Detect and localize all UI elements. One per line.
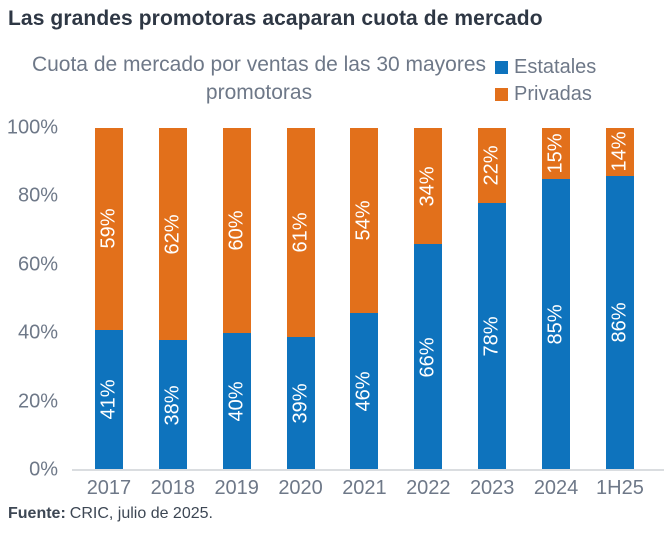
segment-privadas-2020: 61% xyxy=(286,128,315,337)
segment-value-label: 41% xyxy=(97,379,120,420)
y-axis-tick-0pct: 0% xyxy=(29,458,58,481)
segment-estatales-2022: 66% xyxy=(414,244,443,470)
y-axis-labels: 100% 80% 60% 40% 20% 0% xyxy=(0,117,58,481)
legend-item-estatales: Estatales xyxy=(495,54,596,80)
x-axis-label-2019: 2019 xyxy=(214,477,259,500)
segment-estatales-2024: 85% xyxy=(542,179,571,470)
segment-privadas-2021: 54% xyxy=(350,128,379,313)
segment-value-label: 40% xyxy=(225,381,248,422)
x-axis-labels: 2017 2018 2019 2020 2021 2022 2023 2024 1H25 xyxy=(77,477,652,500)
x-axis-line xyxy=(72,469,664,471)
x-axis-label-2020: 2020 xyxy=(278,477,323,500)
x-axis-label-1h25: 1H25 xyxy=(596,477,644,500)
segment-value-label: 22% xyxy=(480,145,503,186)
segment-estatales-2021: 46% xyxy=(350,312,379,470)
segment-value-label: 14% xyxy=(608,131,631,172)
legend-label-estatales: Estatales xyxy=(514,55,597,78)
segment-value-label: 62% xyxy=(161,214,184,255)
legend-swatch-estatales xyxy=(495,60,508,74)
segment-value-label: 60% xyxy=(225,210,248,251)
stacked-bar-2018: 62% 38% xyxy=(158,128,187,470)
legend: Estatales Privadas xyxy=(495,54,596,107)
segment-value-label: 34% xyxy=(416,166,439,207)
segment-value-label: 86% xyxy=(608,302,631,343)
x-axis-label-2024: 2024 xyxy=(534,477,579,500)
segment-estatales-1h25: 86% xyxy=(605,175,634,470)
x-axis-label-text: 2019 xyxy=(214,477,259,499)
segment-privadas-2022: 34% xyxy=(414,128,443,245)
y-axis-tick-100pct: 100% xyxy=(6,116,58,139)
segment-privadas-2024: 15% xyxy=(542,128,571,180)
stacked-bar-2023: 22% 78% xyxy=(478,128,507,470)
segment-value-label: 61% xyxy=(289,212,312,253)
source-label: Fuente: xyxy=(8,505,66,522)
x-axis-label-text: 2022 xyxy=(406,477,451,499)
x-axis-label-2017: 2017 xyxy=(87,477,132,500)
source-note: Fuente: CRIC, julio de 2025. xyxy=(8,505,213,523)
segment-value-label: 39% xyxy=(289,383,312,424)
segment-privadas-1h25: 14% xyxy=(605,128,634,176)
x-axis-label-text: 2017 xyxy=(86,477,132,499)
x-axis-label-text: 2024 xyxy=(533,477,579,499)
x-axis-label-text: 1H25 xyxy=(596,477,644,499)
plot-area: 59% 41% 62% 38% 60% 40% 61% 39% 54% 46% 34% 66% 22% 7… xyxy=(77,128,652,470)
segment-value-label: 15% xyxy=(544,133,567,174)
segment-privadas-2018: 62% xyxy=(158,128,187,341)
x-axis-label-2021: 2021 xyxy=(342,477,387,500)
segment-value-label: 59% xyxy=(97,208,120,249)
segment-estatales-2019: 40% xyxy=(222,333,251,470)
stacked-bar-2020: 61% 39% xyxy=(286,128,315,470)
stacked-bar-2022: 34% 66% xyxy=(414,128,443,470)
segment-value-label: 54% xyxy=(352,200,375,241)
y-axis-tick-40pct: 40% xyxy=(17,321,58,344)
stacked-bar-2024: 15% 85% xyxy=(542,128,571,470)
x-axis-label-2023: 2023 xyxy=(470,477,515,500)
segment-value-label: 78% xyxy=(480,316,503,357)
chart-subtitle: Cuota de mercado por ventas de las 30 ma… xyxy=(31,53,487,104)
legend-item-privadas: Privadas xyxy=(495,81,596,107)
source-text: CRIC, julio de 2025. xyxy=(69,505,213,522)
segment-value-label: 38% xyxy=(161,384,184,426)
stacked-bar-2021: 54% 46% xyxy=(350,128,379,470)
segment-estatales-2017: 41% xyxy=(94,329,123,470)
segment-privadas-2023: 22% xyxy=(478,128,507,204)
legend-label-privadas: Privadas xyxy=(514,82,592,105)
x-axis-label-text: 2018 xyxy=(150,477,196,499)
segment-estatales-2020: 39% xyxy=(286,336,315,470)
page-title: Las grandes promotoras acaparan cuota de… xyxy=(8,7,543,30)
x-axis-label-2018: 2018 xyxy=(151,477,196,500)
segment-value-label: 85% xyxy=(544,304,567,345)
stacked-bar-1h25: 14% 86% xyxy=(605,128,634,470)
stacked-bar-2019: 60% 40% xyxy=(222,128,251,470)
segment-value-label: 66% xyxy=(416,337,439,378)
segment-estatales-2023: 78% xyxy=(478,203,507,470)
segment-privadas-2019: 60% xyxy=(222,128,251,334)
x-axis-label-text: 2023 xyxy=(469,477,515,499)
x-axis-label-text: 2021 xyxy=(342,477,387,499)
legend-swatch-privadas xyxy=(495,87,508,101)
y-axis-tick-80pct: 80% xyxy=(17,184,58,207)
segment-privadas-2017: 59% xyxy=(94,128,123,330)
stacked-bar-2017: 59% 41% xyxy=(94,128,123,470)
segment-estatales-2018: 38% xyxy=(158,340,187,470)
x-axis-label-text: 2020 xyxy=(278,477,323,499)
segment-value-label: 46% xyxy=(352,371,375,412)
y-axis-tick-20pct: 20% xyxy=(17,390,58,413)
x-axis-label-2022: 2022 xyxy=(406,477,451,500)
y-axis-tick-60pct: 60% xyxy=(17,253,58,276)
